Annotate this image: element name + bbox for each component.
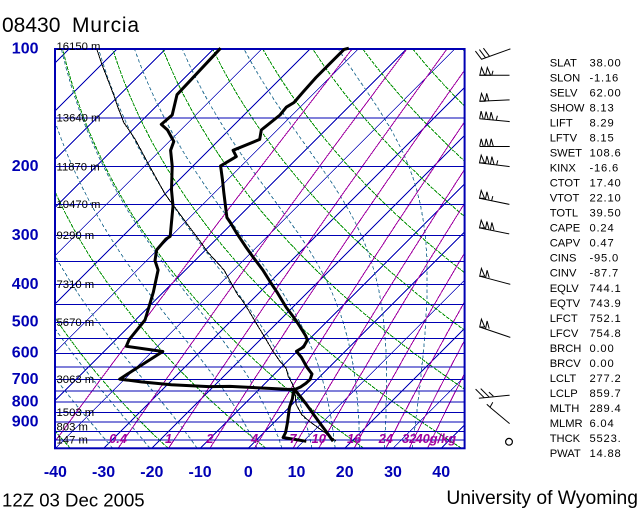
svg-text:TOTL: TOTL xyxy=(550,208,578,220)
svg-text:-30: -30 xyxy=(92,464,115,481)
svg-text:20: 20 xyxy=(336,464,354,481)
svg-text:LFCV: LFCV xyxy=(550,328,579,340)
svg-text:10: 10 xyxy=(288,464,306,481)
svg-text:0.00: 0.00 xyxy=(590,358,615,370)
svg-text:40g/kg: 40g/kg xyxy=(415,431,457,446)
svg-text:500: 500 xyxy=(12,314,39,331)
svg-text:8.29: 8.29 xyxy=(590,117,615,129)
svg-text:803 m: 803 m xyxy=(57,421,88,433)
svg-text:MLMR: MLMR xyxy=(550,418,583,430)
svg-text:9290 m: 9290 m xyxy=(57,230,95,242)
svg-text:10: 10 xyxy=(312,431,326,446)
svg-text:BRCV: BRCV xyxy=(550,358,582,370)
svg-text:859.7: 859.7 xyxy=(590,388,622,400)
svg-text:22.10: 22.10 xyxy=(590,193,622,205)
svg-text:SELV: SELV xyxy=(550,87,578,99)
svg-text:38.00: 38.00 xyxy=(590,57,622,69)
svg-text:300: 300 xyxy=(12,227,39,244)
svg-text:200: 200 xyxy=(12,158,39,175)
svg-text:EQLV: EQLV xyxy=(550,283,580,295)
svg-text:-10: -10 xyxy=(189,464,212,481)
svg-text:08430: 08430 xyxy=(2,14,60,37)
svg-text:-95.0: -95.0 xyxy=(590,253,620,265)
svg-text:16: 16 xyxy=(347,431,362,446)
svg-text:754.8: 754.8 xyxy=(590,328,622,340)
svg-text:CTOT: CTOT xyxy=(550,178,580,190)
svg-text:MLTH: MLTH xyxy=(550,403,580,415)
svg-text:0.4: 0.4 xyxy=(109,431,127,446)
svg-text:62.00: 62.00 xyxy=(590,87,622,99)
svg-text:400: 400 xyxy=(12,276,39,293)
svg-text:LIFT: LIFT xyxy=(550,117,573,129)
svg-text:0: 0 xyxy=(244,464,253,481)
svg-text:7: 7 xyxy=(289,431,297,446)
svg-text:39.50: 39.50 xyxy=(590,208,622,220)
svg-text:13640 m: 13640 m xyxy=(57,113,101,125)
svg-text:1: 1 xyxy=(165,431,172,446)
svg-text:743.9: 743.9 xyxy=(590,298,622,310)
svg-text:PWAT: PWAT xyxy=(550,448,581,460)
svg-text:-20: -20 xyxy=(140,464,163,481)
svg-text:16150 m: 16150 m xyxy=(57,41,101,53)
svg-text:-40: -40 xyxy=(44,464,67,481)
svg-text:BRCH: BRCH xyxy=(550,343,582,355)
svg-text:EQTV: EQTV xyxy=(550,298,581,310)
svg-text:14.88: 14.88 xyxy=(590,448,622,460)
svg-text:0.24: 0.24 xyxy=(590,223,615,235)
svg-text:University of Wyoming: University of Wyoming xyxy=(446,488,638,509)
svg-text:900: 900 xyxy=(12,414,39,431)
svg-text:KINX: KINX xyxy=(550,163,577,175)
svg-text:277.2: 277.2 xyxy=(590,373,622,385)
svg-text:SLAT: SLAT xyxy=(550,57,577,69)
svg-text:-87.7: -87.7 xyxy=(590,268,620,280)
svg-text:5670 m: 5670 m xyxy=(57,317,95,329)
svg-text:40: 40 xyxy=(432,464,450,481)
svg-text:752.1: 752.1 xyxy=(590,313,622,325)
svg-text:30: 30 xyxy=(384,464,402,481)
svg-text:147 m: 147 m xyxy=(57,435,88,447)
svg-text:108.6: 108.6 xyxy=(590,148,622,160)
svg-text:12Z 03 Dec 2005: 12Z 03 Dec 2005 xyxy=(2,490,145,511)
svg-text:SHOW: SHOW xyxy=(550,102,585,114)
svg-text:LCLT: LCLT xyxy=(550,373,577,385)
svg-text:SLON: SLON xyxy=(550,72,580,84)
svg-text:3063 m: 3063 m xyxy=(57,374,95,386)
svg-text:0.47: 0.47 xyxy=(590,238,615,250)
svg-text:32: 32 xyxy=(402,431,416,446)
svg-text:THCK: THCK xyxy=(550,433,581,445)
svg-text:CAPE: CAPE xyxy=(550,223,580,235)
svg-text:11870 m: 11870 m xyxy=(57,161,100,173)
svg-text:Murcia: Murcia xyxy=(72,14,140,37)
svg-text:SWET: SWET xyxy=(550,148,582,160)
svg-text:CINS: CINS xyxy=(550,253,577,265)
svg-text:4: 4 xyxy=(250,431,258,446)
svg-text:24: 24 xyxy=(378,431,393,446)
svg-text:CAPV: CAPV xyxy=(550,238,581,250)
svg-text:6.04: 6.04 xyxy=(590,418,615,430)
svg-text:7310 m: 7310 m xyxy=(57,279,95,291)
svg-text:LFCT: LFCT xyxy=(550,313,578,325)
svg-text:289.4: 289.4 xyxy=(590,403,622,415)
svg-text:VTOT: VTOT xyxy=(550,193,580,205)
svg-text:0.00: 0.00 xyxy=(590,343,615,355)
svg-text:8.13: 8.13 xyxy=(590,102,615,114)
svg-text:-16.6: -16.6 xyxy=(590,163,620,175)
svg-text:1503 m: 1503 m xyxy=(57,407,95,419)
svg-text:700: 700 xyxy=(12,371,39,388)
svg-text:10470 m: 10470 m xyxy=(57,199,101,211)
svg-text:5523.: 5523. xyxy=(590,433,622,445)
svg-text:744.1: 744.1 xyxy=(590,283,622,295)
svg-text:100: 100 xyxy=(12,40,39,57)
svg-text:800: 800 xyxy=(12,394,39,411)
svg-text:600: 600 xyxy=(12,345,39,362)
svg-text:2: 2 xyxy=(205,431,213,446)
svg-text:-1.16: -1.16 xyxy=(590,72,620,84)
svg-text:17.40: 17.40 xyxy=(590,178,622,190)
svg-text:8.15: 8.15 xyxy=(590,132,615,144)
svg-text:LFTV: LFTV xyxy=(550,132,578,144)
svg-text:CINV: CINV xyxy=(550,268,577,280)
svg-text:LCLP: LCLP xyxy=(550,388,578,400)
